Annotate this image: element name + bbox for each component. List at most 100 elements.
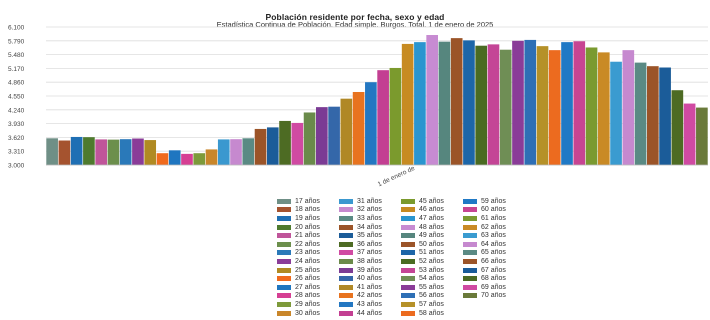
bar[interactable] <box>291 122 304 165</box>
legend-item[interactable]: 31 años <box>339 197 401 206</box>
legend-item[interactable]: 66 años <box>463 257 506 266</box>
bar[interactable] <box>316 107 328 165</box>
legend-item[interactable]: 44 años <box>339 309 401 318</box>
bar[interactable] <box>46 138 58 165</box>
bar[interactable] <box>438 41 451 165</box>
bar[interactable] <box>205 149 218 165</box>
legend-item[interactable]: 47 años <box>401 214 463 223</box>
legend-item[interactable]: 52 años <box>401 257 463 266</box>
legend-item[interactable]: 60 años <box>463 206 506 215</box>
bar[interactable] <box>95 139 107 165</box>
legend-item[interactable]: 38 años <box>339 257 401 266</box>
bar[interactable] <box>401 43 414 165</box>
bar[interactable] <box>548 50 561 165</box>
legend-item[interactable]: 37 años <box>339 249 401 258</box>
legend-item[interactable]: 50 años <box>401 240 463 249</box>
bar[interactable] <box>58 140 71 165</box>
legend-item[interactable]: 24 años <box>277 257 339 266</box>
bar[interactable] <box>597 52 610 166</box>
bar[interactable] <box>450 38 463 166</box>
legend-item[interactable]: 55 años <box>401 283 463 292</box>
legend-item[interactable]: 46 años <box>401 206 463 215</box>
legend-item[interactable]: 69 años <box>463 283 506 292</box>
bar[interactable] <box>463 40 475 165</box>
bar[interactable] <box>83 137 95 165</box>
bar[interactable] <box>487 44 500 165</box>
bar[interactable] <box>181 153 193 165</box>
legend-item[interactable]: 30 años <box>277 309 339 318</box>
bar[interactable] <box>377 70 389 165</box>
legend-item[interactable]: 19 años <box>277 214 339 223</box>
legend-item[interactable]: 43 años <box>339 300 401 309</box>
legend-item[interactable]: 58 años <box>401 309 463 318</box>
legend-item[interactable]: 34 años <box>339 223 401 232</box>
legend-item[interactable]: 63 años <box>463 231 506 240</box>
bar[interactable] <box>634 62 647 166</box>
legend-item[interactable]: 27 años <box>277 283 339 292</box>
legend-item[interactable]: 25 años <box>277 266 339 275</box>
bar[interactable] <box>328 106 340 165</box>
legend-item[interactable]: 61 años <box>463 214 506 223</box>
bar[interactable] <box>119 139 132 165</box>
legend-item[interactable]: 45 años <box>401 197 463 206</box>
bar[interactable] <box>389 67 402 165</box>
legend-item[interactable]: 49 años <box>401 231 463 240</box>
bar[interactable] <box>696 107 708 165</box>
bar[interactable] <box>414 42 426 165</box>
bar[interactable] <box>230 139 242 165</box>
legend-item[interactable]: 56 años <box>401 292 463 301</box>
legend-item[interactable]: 18 años <box>277 206 339 215</box>
bar[interactable] <box>683 103 696 165</box>
legend-item[interactable]: 65 años <box>463 249 506 258</box>
bar[interactable] <box>524 39 537 165</box>
bar[interactable] <box>254 128 267 165</box>
legend-item[interactable]: 54 años <box>401 274 463 283</box>
bar[interactable] <box>144 140 157 165</box>
bar[interactable] <box>647 66 659 165</box>
legend-item[interactable]: 28 años <box>277 292 339 301</box>
bar[interactable] <box>512 40 524 165</box>
bar[interactable] <box>561 42 573 165</box>
legend-item[interactable]: 39 años <box>339 266 401 275</box>
bar[interactable] <box>365 82 377 165</box>
legend-item[interactable]: 64 años <box>463 240 506 249</box>
bar[interactable] <box>536 46 549 165</box>
legend-item[interactable]: 51 años <box>401 249 463 258</box>
legend-item[interactable]: 22 años <box>277 240 339 249</box>
legend-item[interactable]: 48 años <box>401 223 463 232</box>
bar[interactable] <box>671 90 684 165</box>
legend-item[interactable]: 23 años <box>277 249 339 258</box>
legend-item[interactable]: 17 años <box>277 197 339 206</box>
bar[interactable] <box>279 120 291 165</box>
bar[interactable] <box>132 138 144 165</box>
bar[interactable] <box>303 112 316 165</box>
bar[interactable] <box>168 150 181 165</box>
bar[interactable] <box>573 41 586 165</box>
bar[interactable] <box>610 61 622 165</box>
legend-item[interactable]: 20 años <box>277 223 339 232</box>
bar[interactable] <box>622 50 635 165</box>
bar[interactable] <box>242 138 255 165</box>
bar[interactable] <box>585 47 598 166</box>
bar[interactable] <box>70 136 83 165</box>
bar[interactable] <box>499 49 512 165</box>
bar[interactable] <box>475 45 488 165</box>
bar[interactable] <box>340 98 353 165</box>
legend-item[interactable]: 59 años <box>463 197 506 206</box>
legend-item[interactable]: 21 años <box>277 231 339 240</box>
legend-item[interactable]: 42 años <box>339 292 401 301</box>
legend-item[interactable]: 26 años <box>277 274 339 283</box>
legend-item[interactable]: 35 años <box>339 231 401 240</box>
legend-item[interactable]: 68 años <box>463 274 506 283</box>
legend-item[interactable]: 33 años <box>339 214 401 223</box>
legend-item[interactable]: 62 años <box>463 223 506 232</box>
legend-item[interactable]: 70 años <box>463 292 506 301</box>
legend-item[interactable]: 57 años <box>401 300 463 309</box>
legend-item[interactable]: 40 años <box>339 274 401 283</box>
legend-item[interactable]: 29 años <box>277 300 339 309</box>
legend-item[interactable]: 67 años <box>463 266 506 275</box>
bar[interactable] <box>659 67 671 165</box>
legend-item[interactable]: 41 años <box>339 283 401 292</box>
bar[interactable] <box>217 139 230 165</box>
bar[interactable] <box>266 127 279 165</box>
